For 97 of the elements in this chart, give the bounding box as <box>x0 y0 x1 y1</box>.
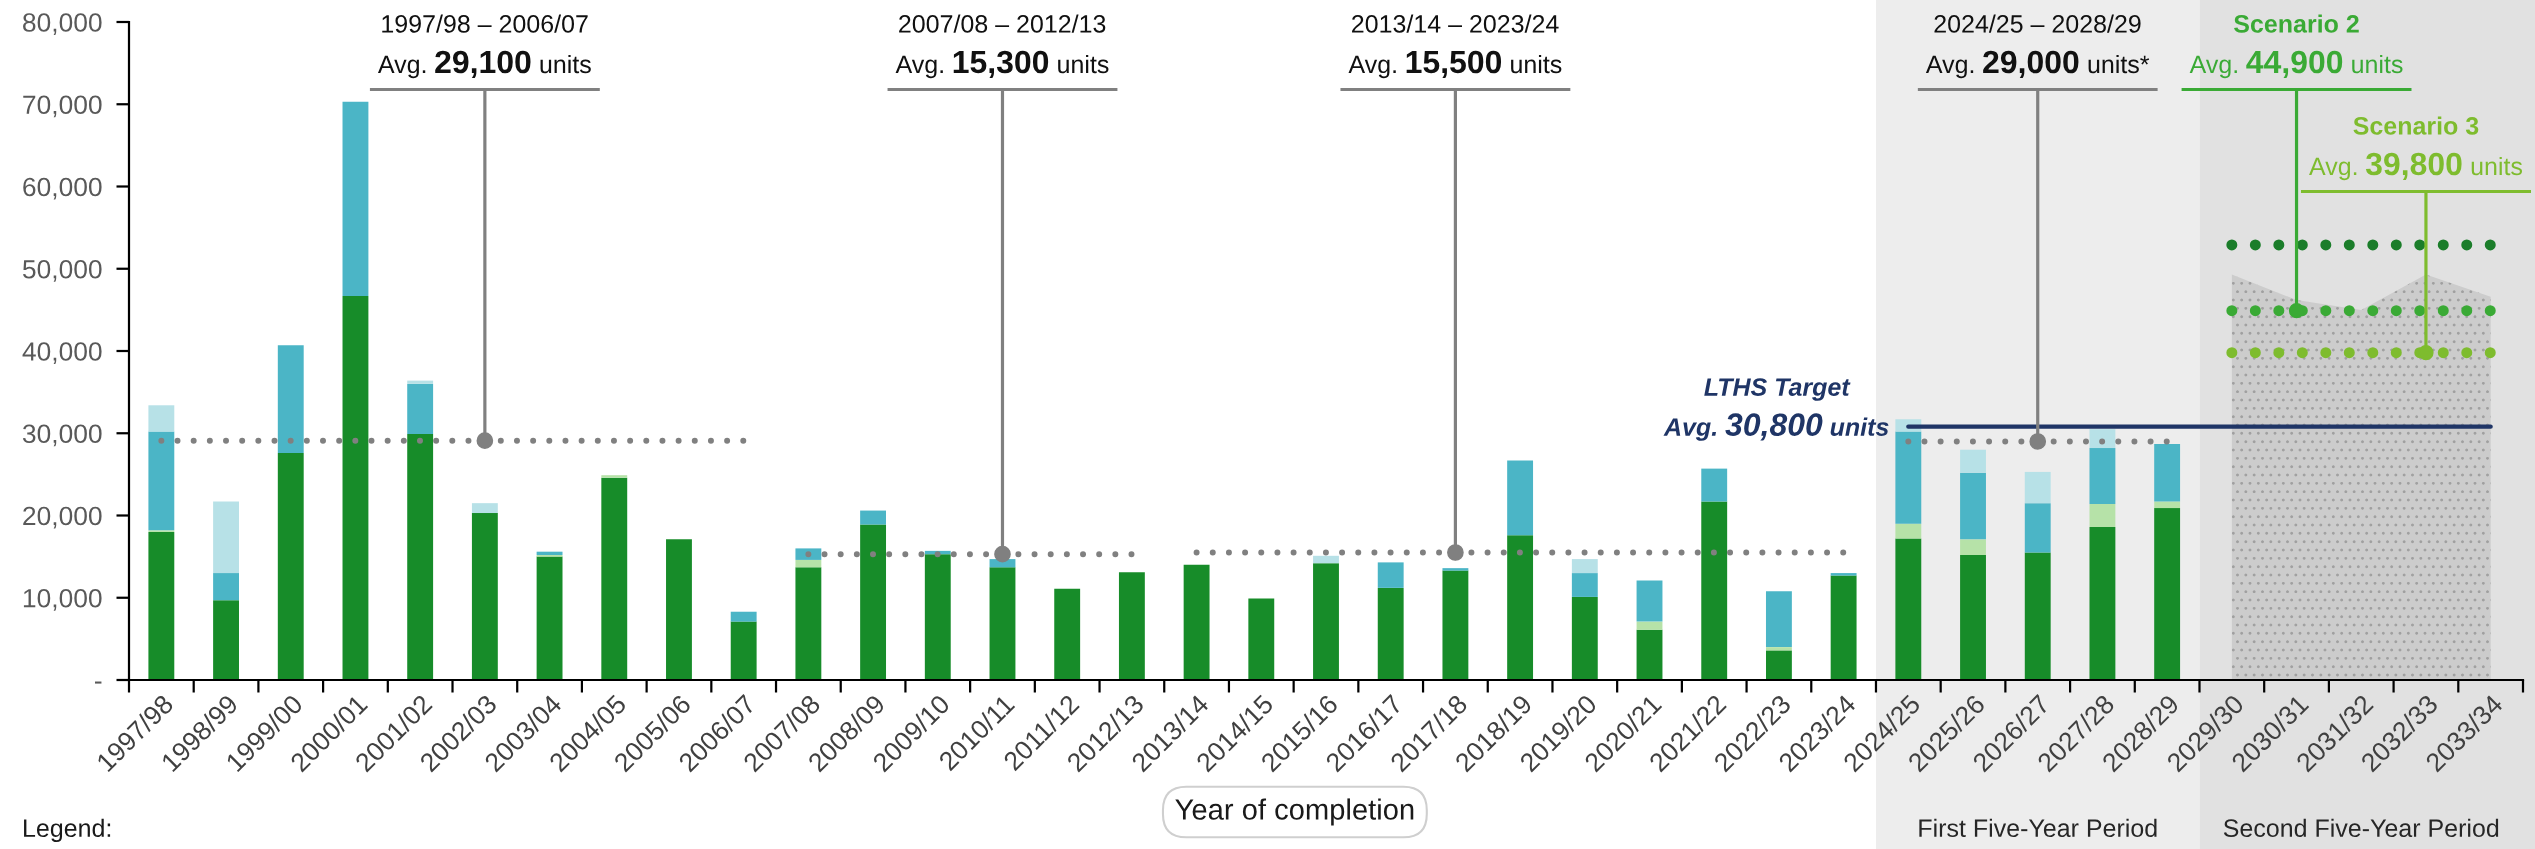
bar <box>1895 523 1922 539</box>
bar <box>277 345 304 453</box>
bar <box>924 554 951 680</box>
bar <box>1442 568 1469 571</box>
bar <box>795 567 822 680</box>
point <box>476 432 494 449</box>
y-tick-label: 40,000 <box>22 342 102 364</box>
bar <box>601 477 628 680</box>
y-tick-label: 10,000 <box>23 588 102 611</box>
bar <box>342 101 369 296</box>
bar <box>148 531 175 680</box>
bar <box>1183 564 1210 680</box>
bar <box>2154 501 2181 509</box>
y-tick-label: 50,000 <box>22 259 102 282</box>
bar <box>601 475 628 478</box>
bar <box>213 600 239 680</box>
bar <box>536 551 563 555</box>
bar <box>471 503 498 514</box>
annotation: 2024/25 – 2028/29 Avg. 29,000 units* <box>1925 14 2150 79</box>
band-label: First Five-Year Period <box>1919 818 2157 838</box>
y-tick-label: 70,000 <box>23 95 102 118</box>
bar <box>1636 629 1663 680</box>
bar <box>1248 598 1275 680</box>
point <box>1447 544 1464 561</box>
annotation: Scenario 2 Avg. 44,900 units <box>2189 14 2403 79</box>
point <box>2288 303 2305 319</box>
point <box>2418 345 2434 361</box>
bar <box>407 380 434 384</box>
y-tick-label: 20,000 <box>23 506 102 529</box>
bar <box>730 611 757 622</box>
bar <box>1313 563 1339 680</box>
point <box>2029 433 2047 450</box>
bar <box>1895 431 1922 524</box>
bar <box>2089 527 2116 680</box>
bar <box>2089 448 2116 504</box>
bar <box>1442 570 1469 680</box>
bar <box>2089 503 2116 528</box>
bar <box>1765 650 1792 680</box>
bar <box>1960 554 1986 680</box>
bar <box>989 567 1016 680</box>
bar <box>1571 559 1598 574</box>
bar <box>1118 572 1145 680</box>
bar <box>1960 539 1986 555</box>
bar <box>148 431 175 531</box>
bar <box>795 548 822 560</box>
bar <box>471 513 498 680</box>
bar <box>1701 468 1728 502</box>
bar <box>1054 588 1081 680</box>
bar <box>1636 580 1663 622</box>
bar <box>1765 591 1792 648</box>
y-tick-label: 30,000 <box>22 424 102 447</box>
annotation: 2013/14 – 2023/24 Avg. 15,500 units <box>1348 14 1562 79</box>
bar <box>2089 429 2116 449</box>
annotation: LTHS Target Avg. 30,800 units <box>1663 378 1889 441</box>
bar <box>213 501 239 574</box>
bar <box>730 621 757 680</box>
bar <box>1960 472 1986 540</box>
bar <box>860 524 887 680</box>
bar <box>1377 562 1404 588</box>
bar <box>1830 575 1857 680</box>
bar <box>666 539 692 680</box>
annotation: Scenario 3 Avg. 39,800 units <box>2309 116 2523 181</box>
bar <box>1571 573 1598 597</box>
bar <box>2024 503 2051 553</box>
y-tick-label: 80,000 <box>23 13 102 35</box>
text: Legend: <box>24 818 111 842</box>
bar <box>407 383 434 435</box>
bar <box>213 573 239 601</box>
bar <box>407 434 434 680</box>
bar <box>1507 460 1534 536</box>
band-label: Second Five-Year Period <box>2223 818 2499 838</box>
bar <box>2154 508 2181 680</box>
bar <box>1765 647 1792 651</box>
bar <box>2154 443 2181 502</box>
bar <box>1377 587 1404 680</box>
bar <box>1701 501 1728 680</box>
bar <box>1830 573 1857 576</box>
point <box>994 545 1011 563</box>
bar <box>2024 471 2051 504</box>
annotation: 2007/08 – 2012/13 Avg. 15,300 units <box>895 14 1109 79</box>
annotation: 1997/98 – 2006/07 Avg. 29,100 units <box>377 14 591 79</box>
bar <box>536 556 563 680</box>
bar <box>1313 555 1339 564</box>
bar <box>342 295 369 680</box>
x-axis-title: Year of completion <box>1175 798 1414 826</box>
bar <box>1960 449 1986 473</box>
bar <box>2024 552 2051 680</box>
bar <box>860 510 887 525</box>
y-tick-label: 60,000 <box>23 177 102 200</box>
bar <box>277 452 304 680</box>
bar <box>148 405 175 432</box>
bar <box>1507 535 1534 680</box>
bar <box>1895 538 1922 680</box>
bar <box>1636 621 1663 630</box>
bar <box>1571 596 1598 680</box>
bar <box>795 559 822 568</box>
y-tick-label: - <box>95 681 102 684</box>
